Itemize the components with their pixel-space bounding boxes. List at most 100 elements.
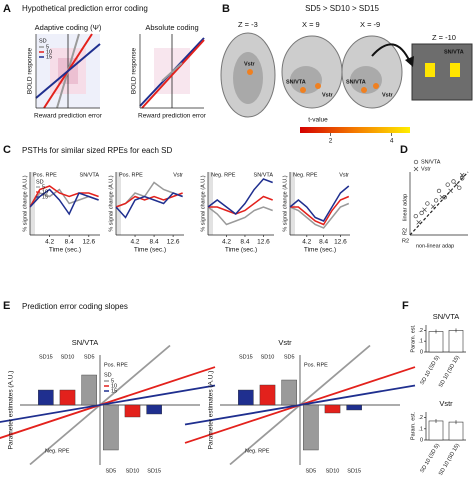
- activation: [425, 63, 435, 77]
- annotation: Pos. RPE: [304, 362, 328, 368]
- scatter-point: [457, 185, 462, 190]
- slice-label: Z = -10: [432, 33, 456, 42]
- legend-marker: [413, 159, 419, 165]
- panel-title: SD5 > SD10 > SD15: [305, 4, 379, 13]
- x-axis-label: Time (sec.): [49, 247, 81, 254]
- y-axis-label: Param. est.: [410, 324, 416, 353]
- bar-label: SD15: [239, 354, 253, 360]
- y-axis-label: % signal change (A.U.): [282, 175, 288, 231]
- y-axis-label: Param. est.: [410, 411, 416, 440]
- y-axis-label: BOLD response: [131, 47, 138, 94]
- x-tick-label: SD 10 (SD 15): [438, 443, 461, 477]
- x-tick-label: SD 10 (SD 15): [438, 355, 461, 389]
- stimulus-shade: [290, 172, 295, 235]
- psth-line: [29, 185, 99, 208]
- plot-title: Absolute coding: [145, 23, 198, 32]
- activation: [361, 87, 367, 93]
- panel-letter: A: [3, 3, 11, 15]
- bar-label: SD10: [261, 354, 275, 360]
- region-label: SN/VTA: [80, 172, 100, 178]
- bar: [448, 330, 464, 353]
- panel-tag: Pos. RPE: [119, 172, 143, 178]
- scatter-point: [422, 207, 427, 213]
- slice-label: X = 9: [302, 20, 320, 29]
- scatter-point: [460, 176, 465, 181]
- x-tick-label: 12.6: [167, 239, 180, 246]
- panel-tag: Pos. RPE: [33, 172, 57, 178]
- brain-detail: [233, 52, 263, 104]
- y-axis-label: BOLD response: [27, 47, 34, 94]
- scatter-point: [413, 213, 418, 219]
- x-tick-label: 4.2: [222, 239, 231, 246]
- bar-label: SD15: [147, 468, 161, 474]
- bar: [124, 404, 141, 418]
- bar: [38, 389, 54, 406]
- bar: [238, 389, 254, 406]
- legend-label: 15: [42, 194, 48, 200]
- scatter-point: [451, 179, 456, 184]
- scatter-point: [439, 194, 445, 200]
- bar-label: SD5: [284, 354, 295, 360]
- region-label: SN/VTA: [444, 49, 464, 55]
- bar-label: SD5: [305, 468, 316, 474]
- activation: [450, 63, 460, 77]
- legend-label: 10: [42, 189, 48, 195]
- x-tick-label: SD 10 (SD 5): [419, 443, 441, 474]
- x-tick-label: 12.6: [334, 239, 347, 246]
- x-tick-label: 8.4: [319, 239, 328, 246]
- bar: [259, 384, 276, 406]
- x-axis-label: Reward prediction error: [34, 113, 103, 120]
- activation: [373, 83, 379, 89]
- y-axis-label: % signal change (A.U.): [200, 175, 206, 231]
- x-axis-label: Time (sec.): [225, 247, 257, 254]
- bar: [346, 404, 362, 411]
- bar-label: SD5: [105, 468, 116, 474]
- legend-label: 5: [46, 44, 49, 50]
- x-tick-label: 8.4: [240, 239, 249, 246]
- panel-letter: E: [3, 300, 10, 312]
- coding-line: [161, 62, 183, 82]
- legend-label: 15: [46, 54, 52, 60]
- x-axis-label: Time (sec.): [304, 247, 336, 254]
- panel-title: PSTHs for similar sized RPEs for each SD: [22, 146, 172, 155]
- legend-title: SD: [36, 179, 44, 185]
- x-tick-label: 12.6: [257, 239, 270, 246]
- plot-title: Adaptive coding (Ψ): [35, 23, 102, 32]
- x-tick-label: 8.4: [150, 239, 159, 246]
- psth-line: [115, 192, 183, 219]
- panel-letter: F: [402, 300, 409, 312]
- x-tick-label: 4.2: [45, 239, 54, 246]
- legend-title: SD: [104, 372, 112, 378]
- zoom-slice: [411, 43, 473, 101]
- panel-title: Hypothetical prediction error coding: [22, 4, 148, 13]
- bar: [146, 404, 162, 415]
- psth-line: [207, 206, 273, 226]
- coding-line: [35, 43, 101, 99]
- region-label: SN/VTA: [254, 172, 274, 178]
- y-axis-label: Parameter estimates (A.U.): [208, 371, 215, 450]
- panel-letter: C: [3, 144, 11, 156]
- region-label: Vstr: [339, 172, 349, 178]
- region-label: Vstr: [322, 92, 334, 98]
- y-axis-label: linear adap: [402, 194, 408, 221]
- x-tick-label: 12.6: [82, 239, 95, 246]
- scatter-point: [442, 195, 447, 200]
- scatter-point: [419, 210, 424, 216]
- coding-line: [141, 39, 205, 109]
- brain-detail: [290, 66, 322, 94]
- bar: [103, 404, 119, 451]
- activation: [300, 87, 306, 93]
- stimulus-shade: [116, 172, 121, 235]
- chart-title: Vstr: [278, 338, 292, 347]
- chart-title: SN/VTA: [433, 312, 460, 321]
- psth-line: [29, 188, 99, 216]
- x-axis-label: Reward prediction error: [138, 113, 207, 120]
- region-label: Vstr: [244, 61, 256, 67]
- x-tick-label: 4.2: [302, 239, 311, 246]
- bar: [448, 421, 464, 441]
- panel-tag: Neg. RPE: [293, 172, 318, 178]
- y-tick-label: .1: [418, 426, 423, 432]
- bar: [428, 331, 444, 353]
- arrow: [371, 43, 411, 63]
- panel-title: Prediction error coding slopes: [22, 302, 128, 311]
